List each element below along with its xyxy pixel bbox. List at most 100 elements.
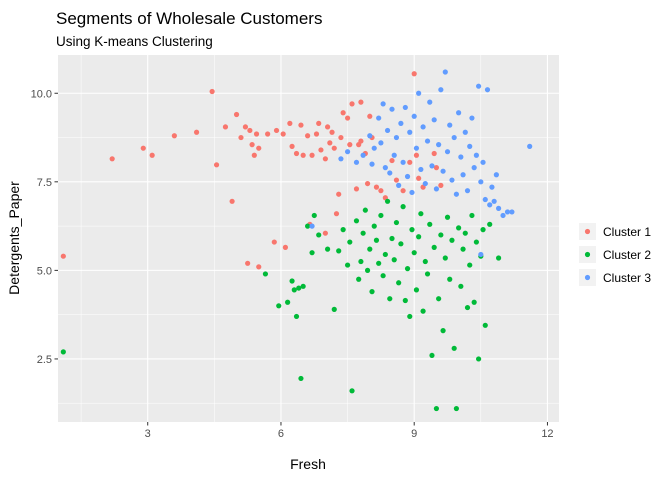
data-point-cluster-2 — [305, 223, 311, 229]
data-point-cluster-3 — [309, 223, 315, 229]
data-point-cluster-3 — [464, 188, 471, 194]
data-point-cluster-3 — [378, 140, 384, 146]
data-point-cluster-1 — [347, 142, 353, 148]
data-point-cluster-3 — [338, 156, 344, 162]
data-point-cluster-2 — [422, 258, 428, 265]
data-point-cluster-1 — [329, 129, 335, 135]
data-point-cluster-3 — [453, 191, 460, 197]
data-point-cluster-2 — [376, 260, 382, 266]
data-point-cluster-2 — [440, 328, 446, 334]
data-point-cluster-2 — [309, 250, 315, 256]
data-points — [60, 69, 533, 412]
data-point-cluster-1 — [349, 101, 355, 107]
data-point-cluster-1 — [222, 124, 229, 130]
data-point-cluster-1 — [209, 88, 215, 95]
data-point-cluster-2 — [389, 235, 395, 242]
legend: Cluster 1 Cluster 2 Cluster 3 — [579, 223, 651, 286]
data-point-cluster-2 — [364, 267, 371, 273]
data-point-cluster-3 — [469, 115, 475, 121]
y-tick-label: 2.5 — [37, 354, 52, 366]
data-point-cluster-3 — [387, 170, 393, 176]
data-point-cluster-2 — [360, 230, 366, 236]
data-point-cluster-2 — [349, 388, 355, 394]
data-point-cluster-3 — [418, 166, 424, 173]
data-point-cluster-2 — [464, 304, 471, 311]
data-point-cluster-1 — [358, 99, 364, 105]
data-point-cluster-3 — [411, 113, 417, 119]
data-point-cluster-3 — [440, 168, 446, 174]
data-point-cluster-1 — [327, 140, 333, 146]
data-point-cluster-3 — [420, 124, 426, 130]
data-point-cluster-1 — [60, 253, 66, 259]
data-point-cluster-2 — [456, 225, 462, 231]
data-point-cluster-2 — [362, 207, 368, 213]
data-point-cluster-3 — [353, 159, 360, 165]
legend-label: Cluster 2 — [603, 248, 651, 262]
data-point-cluster-1 — [238, 134, 244, 141]
data-point-cluster-2 — [384, 198, 391, 204]
data-point-cluster-1 — [322, 230, 328, 236]
data-point-cluster-3 — [391, 152, 397, 158]
data-point-cluster-1 — [373, 184, 380, 190]
data-point-cluster-3 — [438, 87, 444, 93]
data-point-cluster-2 — [311, 212, 317, 219]
data-point-cluster-2 — [469, 212, 475, 219]
data-point-cluster-3 — [433, 186, 440, 192]
data-point-cluster-3 — [376, 115, 382, 121]
data-point-cluster-3 — [429, 163, 435, 169]
data-point-cluster-3 — [398, 120, 404, 126]
data-point-cluster-2 — [407, 313, 413, 320]
data-point-cluster-3 — [371, 145, 377, 151]
data-point-cluster-3 — [442, 69, 448, 75]
data-point-cluster-3 — [416, 90, 422, 96]
data-point-cluster-2 — [276, 303, 282, 309]
data-point-cluster-1 — [378, 188, 384, 194]
data-point-cluster-2 — [60, 349, 66, 355]
data-point-cluster-3 — [444, 149, 451, 155]
data-point-cluster-1 — [251, 152, 257, 158]
data-point-cluster-1 — [333, 211, 340, 217]
axes: 3 6 9 12 2.5 5.0 7.5 10.0 — [31, 88, 554, 440]
data-point-cluster-2 — [424, 271, 431, 277]
data-point-cluster-2 — [296, 285, 302, 291]
data-point-cluster-1 — [287, 120, 293, 126]
data-point-cluster-2 — [473, 239, 479, 245]
data-point-cluster-2 — [393, 219, 400, 226]
data-point-cluster-3 — [400, 159, 406, 165]
data-point-cluster-2 — [413, 287, 420, 293]
data-point-cluster-2 — [451, 345, 457, 351]
data-point-cluster-3 — [431, 117, 437, 123]
data-point-cluster-3 — [369, 161, 375, 167]
data-point-cluster-1 — [109, 156, 115, 162]
data-point-cluster-3 — [489, 184, 495, 190]
data-point-cluster-2 — [409, 227, 415, 233]
data-point-cluster-2 — [402, 297, 408, 304]
data-point-cluster-1 — [309, 152, 315, 158]
data-point-cluster-2 — [449, 237, 455, 243]
data-point-cluster-3 — [407, 129, 413, 135]
data-point-cluster-3 — [449, 177, 455, 183]
data-point-cluster-2 — [316, 232, 322, 238]
data-point-cluster-2 — [453, 405, 460, 412]
data-point-cluster-2 — [373, 237, 380, 243]
data-point-cluster-1 — [316, 120, 322, 126]
data-point-cluster-1 — [193, 129, 200, 135]
legend-label: Cluster 1 — [603, 225, 651, 239]
data-point-cluster-2 — [300, 283, 306, 289]
data-point-cluster-2 — [480, 227, 486, 233]
data-point-cluster-2 — [400, 204, 406, 210]
data-point-cluster-1 — [358, 138, 364, 144]
data-point-cluster-1 — [389, 157, 395, 164]
data-point-cluster-1 — [338, 134, 344, 141]
data-point-cluster-3 — [491, 198, 497, 204]
data-point-cluster-1 — [140, 145, 146, 151]
data-point-cluster-2 — [420, 308, 426, 314]
data-point-cluster-1 — [340, 110, 346, 116]
data-point-cluster-3 — [396, 182, 402, 188]
data-point-cluster-1 — [249, 142, 255, 148]
data-point-cluster-2 — [293, 313, 300, 320]
data-point-cluster-1 — [336, 191, 342, 197]
data-point-cluster-3 — [460, 172, 466, 178]
data-point-cluster-3 — [389, 106, 395, 112]
data-point-cluster-1 — [256, 264, 262, 270]
